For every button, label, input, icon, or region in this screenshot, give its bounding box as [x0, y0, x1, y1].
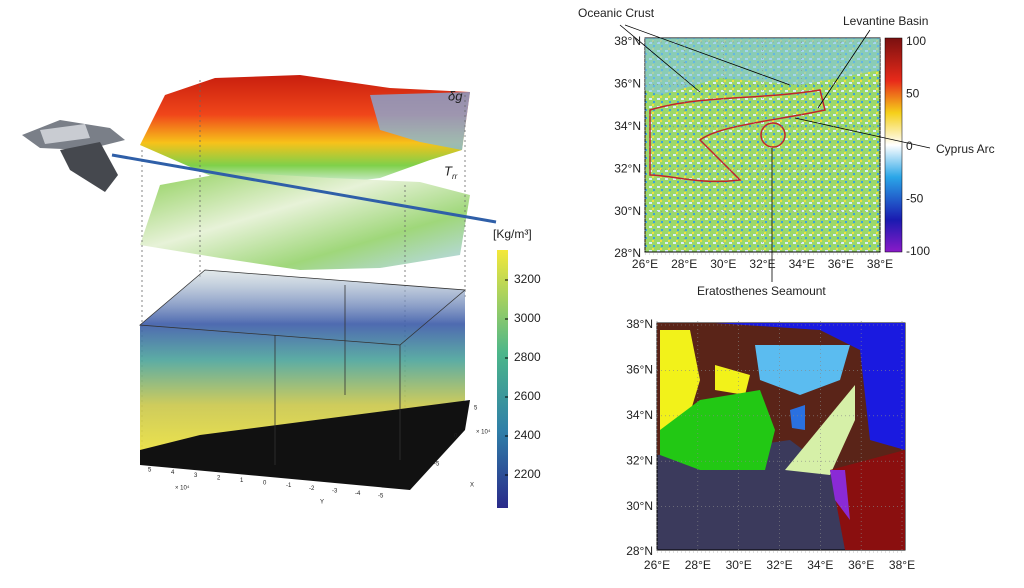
colorbar-label: 2600	[514, 389, 541, 403]
colorbar-label: 0	[906, 139, 913, 153]
colorbar-label: 3200	[514, 272, 541, 286]
lat-label: 36°N	[626, 363, 653, 377]
lat-label: 28°N	[626, 544, 653, 558]
colorbar-label: -50	[906, 192, 924, 206]
lat-label: 30°N	[626, 499, 653, 513]
colorbar-label: 3000	[514, 311, 541, 325]
lat-label: 32°N	[614, 161, 641, 175]
lat-label: 36°N	[614, 77, 641, 91]
colorbar-label: 50	[906, 87, 920, 101]
lon-label: 32°E	[749, 257, 775, 271]
gravity-surface-blue	[370, 92, 470, 150]
cube-tick: 3	[194, 473, 198, 479]
density-cube	[140, 270, 465, 450]
annotation: Eratosthenes Seamount	[697, 284, 826, 298]
lon-label: 28°E	[671, 257, 697, 271]
annotation: Cyprus Arc	[936, 142, 995, 156]
cube-tick: 4	[171, 470, 175, 476]
cube-tick: 1	[240, 478, 244, 484]
lat-label: 34°N	[626, 408, 653, 422]
density-unit: [Kg/m³]	[493, 227, 532, 241]
cube-edges	[138, 269, 467, 465]
lat-label: 34°N	[614, 119, 641, 133]
lat-label: 30°N	[614, 204, 641, 218]
satellite	[22, 120, 125, 192]
lon-label: 30°E	[710, 257, 736, 271]
lat-label: 32°N	[626, 453, 653, 467]
colorbar-label: -100	[906, 244, 930, 258]
cube-x-exponent: × 10⁴	[476, 429, 491, 436]
gradient-label: T	[444, 163, 453, 178]
cube-tick: -4	[355, 491, 361, 497]
cube-tick: -5	[378, 494, 384, 500]
lon-label: 30°E	[726, 558, 752, 572]
cube-tick: 5	[148, 468, 152, 474]
lat-label: 28°N	[614, 246, 641, 260]
annotation: Levantine Basin	[843, 14, 928, 28]
lon-label: 34°E	[807, 558, 833, 572]
cube-tick: -3	[332, 488, 338, 494]
annotation: Oceanic Crust	[578, 6, 655, 20]
lon-label: 32°E	[766, 558, 792, 572]
colorbar-label: 2200	[514, 467, 541, 481]
cube-x-label: X	[470, 483, 474, 489]
colorbar-label: 100	[906, 34, 926, 48]
anomaly-colorbar	[884, 37, 903, 253]
cube-tick: -1	[286, 483, 292, 489]
cube-tick: 2	[217, 475, 221, 481]
contour	[649, 89, 826, 183]
seamount-contour	[760, 122, 786, 148]
cube-bottom	[140, 400, 470, 490]
lon-label: 34°E	[789, 257, 815, 271]
gravity-label: δg	[448, 88, 463, 103]
cube-tick: 5	[474, 406, 478, 412]
lon-label: 38°E	[889, 558, 915, 572]
satellite-track	[111, 153, 497, 224]
lon-label: 36°E	[828, 257, 854, 271]
cube-y-label: Y	[320, 500, 324, 506]
lon-label: 38°E	[867, 257, 893, 271]
gradient-surface	[140, 172, 470, 270]
cube-tick: -2	[309, 486, 315, 492]
cube-tick: -5	[434, 462, 440, 468]
crust-regions	[657, 323, 905, 550]
lon-label: 36°E	[848, 558, 874, 572]
cube-tick: 0	[454, 434, 458, 440]
cube-tick: 0	[263, 481, 267, 487]
cube-exponent: × 10⁴	[175, 485, 190, 492]
lon-label: 26°E	[632, 257, 658, 271]
gradient-label-sub: rr	[452, 172, 458, 181]
density-colorbar	[497, 250, 508, 508]
lon-label: 26°E	[644, 558, 670, 572]
lon-label: 28°E	[685, 558, 711, 572]
lat-label: 38°N	[626, 317, 653, 331]
lat-label: 38°N	[614, 34, 641, 48]
colorbar-label: 2800	[514, 350, 541, 364]
colorbar-label: 2400	[514, 428, 541, 442]
